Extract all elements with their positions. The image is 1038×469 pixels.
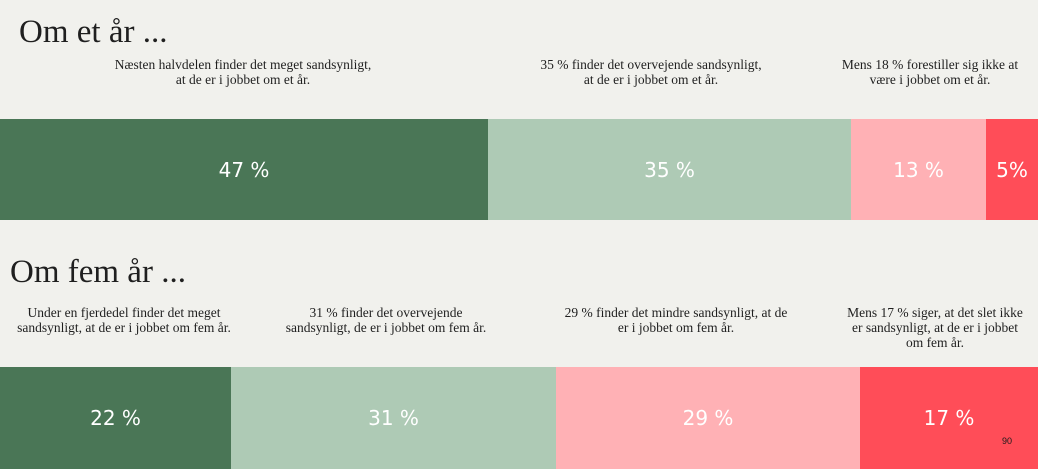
chart-2-segment-label-4: 17 % xyxy=(923,406,975,430)
chart-1-caption-2: 35 % finder det overvejende sandsynligt,… xyxy=(540,57,762,87)
chart-1-caption-3: Mens 18 % forestiller sig ikke at være i… xyxy=(841,57,1019,87)
chart-2-segment-2: 31 % xyxy=(231,367,556,469)
chart-2-segment-label-1: 22 % xyxy=(90,406,141,430)
chart-2-caption-2: 31 % finder det overvejende sandsynligt,… xyxy=(285,305,487,335)
chart-2-segment-label-2: 31 % xyxy=(368,406,419,430)
chart-1-title: Om et år ... xyxy=(19,14,168,50)
chart-2-title: Om fem år ... xyxy=(10,254,186,290)
chart-1-segment-label-3: 13 % xyxy=(893,157,944,182)
chart-2-segment-3: 29 % xyxy=(556,367,860,469)
chart-1-stacked-bar: 47 % 35 % 13 % 5% xyxy=(0,119,1038,220)
chart-1-segment-label-4: 5% xyxy=(996,157,1028,182)
chart-2-stacked-bar: 22 % 31 % 29 % 17 % xyxy=(0,367,1038,469)
chart-2-segment-label-3: 29 % xyxy=(682,406,734,430)
page-number: 90 xyxy=(1002,436,1013,446)
chart-2-caption-4: Mens 17 % siger, at det slet ikke er san… xyxy=(847,305,1023,350)
chart-1-segment-label-2: 35 % xyxy=(644,157,695,182)
chart-1-caption-1: Næsten halvdelen finder det meget sandsy… xyxy=(114,57,372,87)
chart-2-caption-1: Under en fjerdedel finder det meget sand… xyxy=(17,305,231,335)
chart-1-segment-2: 35 % xyxy=(488,119,851,220)
chart-2-caption-3: 29 % finder det mindre sandsynligt, at d… xyxy=(564,305,788,335)
chart-1-segment-4: 5% xyxy=(986,119,1038,220)
chart-2-segment-4: 17 % xyxy=(860,367,1038,469)
chart-1-segment-3: 13 % xyxy=(851,119,986,220)
chart-1-segment-label-1: 47 % xyxy=(218,157,270,182)
chart-2-segment-1: 22 % xyxy=(0,367,231,469)
chart-1-segment-1: 47 % xyxy=(0,119,488,220)
